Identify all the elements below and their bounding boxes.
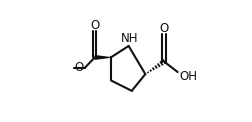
Polygon shape (95, 55, 111, 60)
Text: OH: OH (180, 70, 198, 83)
Text: NH: NH (120, 32, 138, 45)
Text: O: O (160, 22, 169, 35)
Text: O: O (75, 61, 84, 74)
Text: O: O (90, 19, 99, 32)
